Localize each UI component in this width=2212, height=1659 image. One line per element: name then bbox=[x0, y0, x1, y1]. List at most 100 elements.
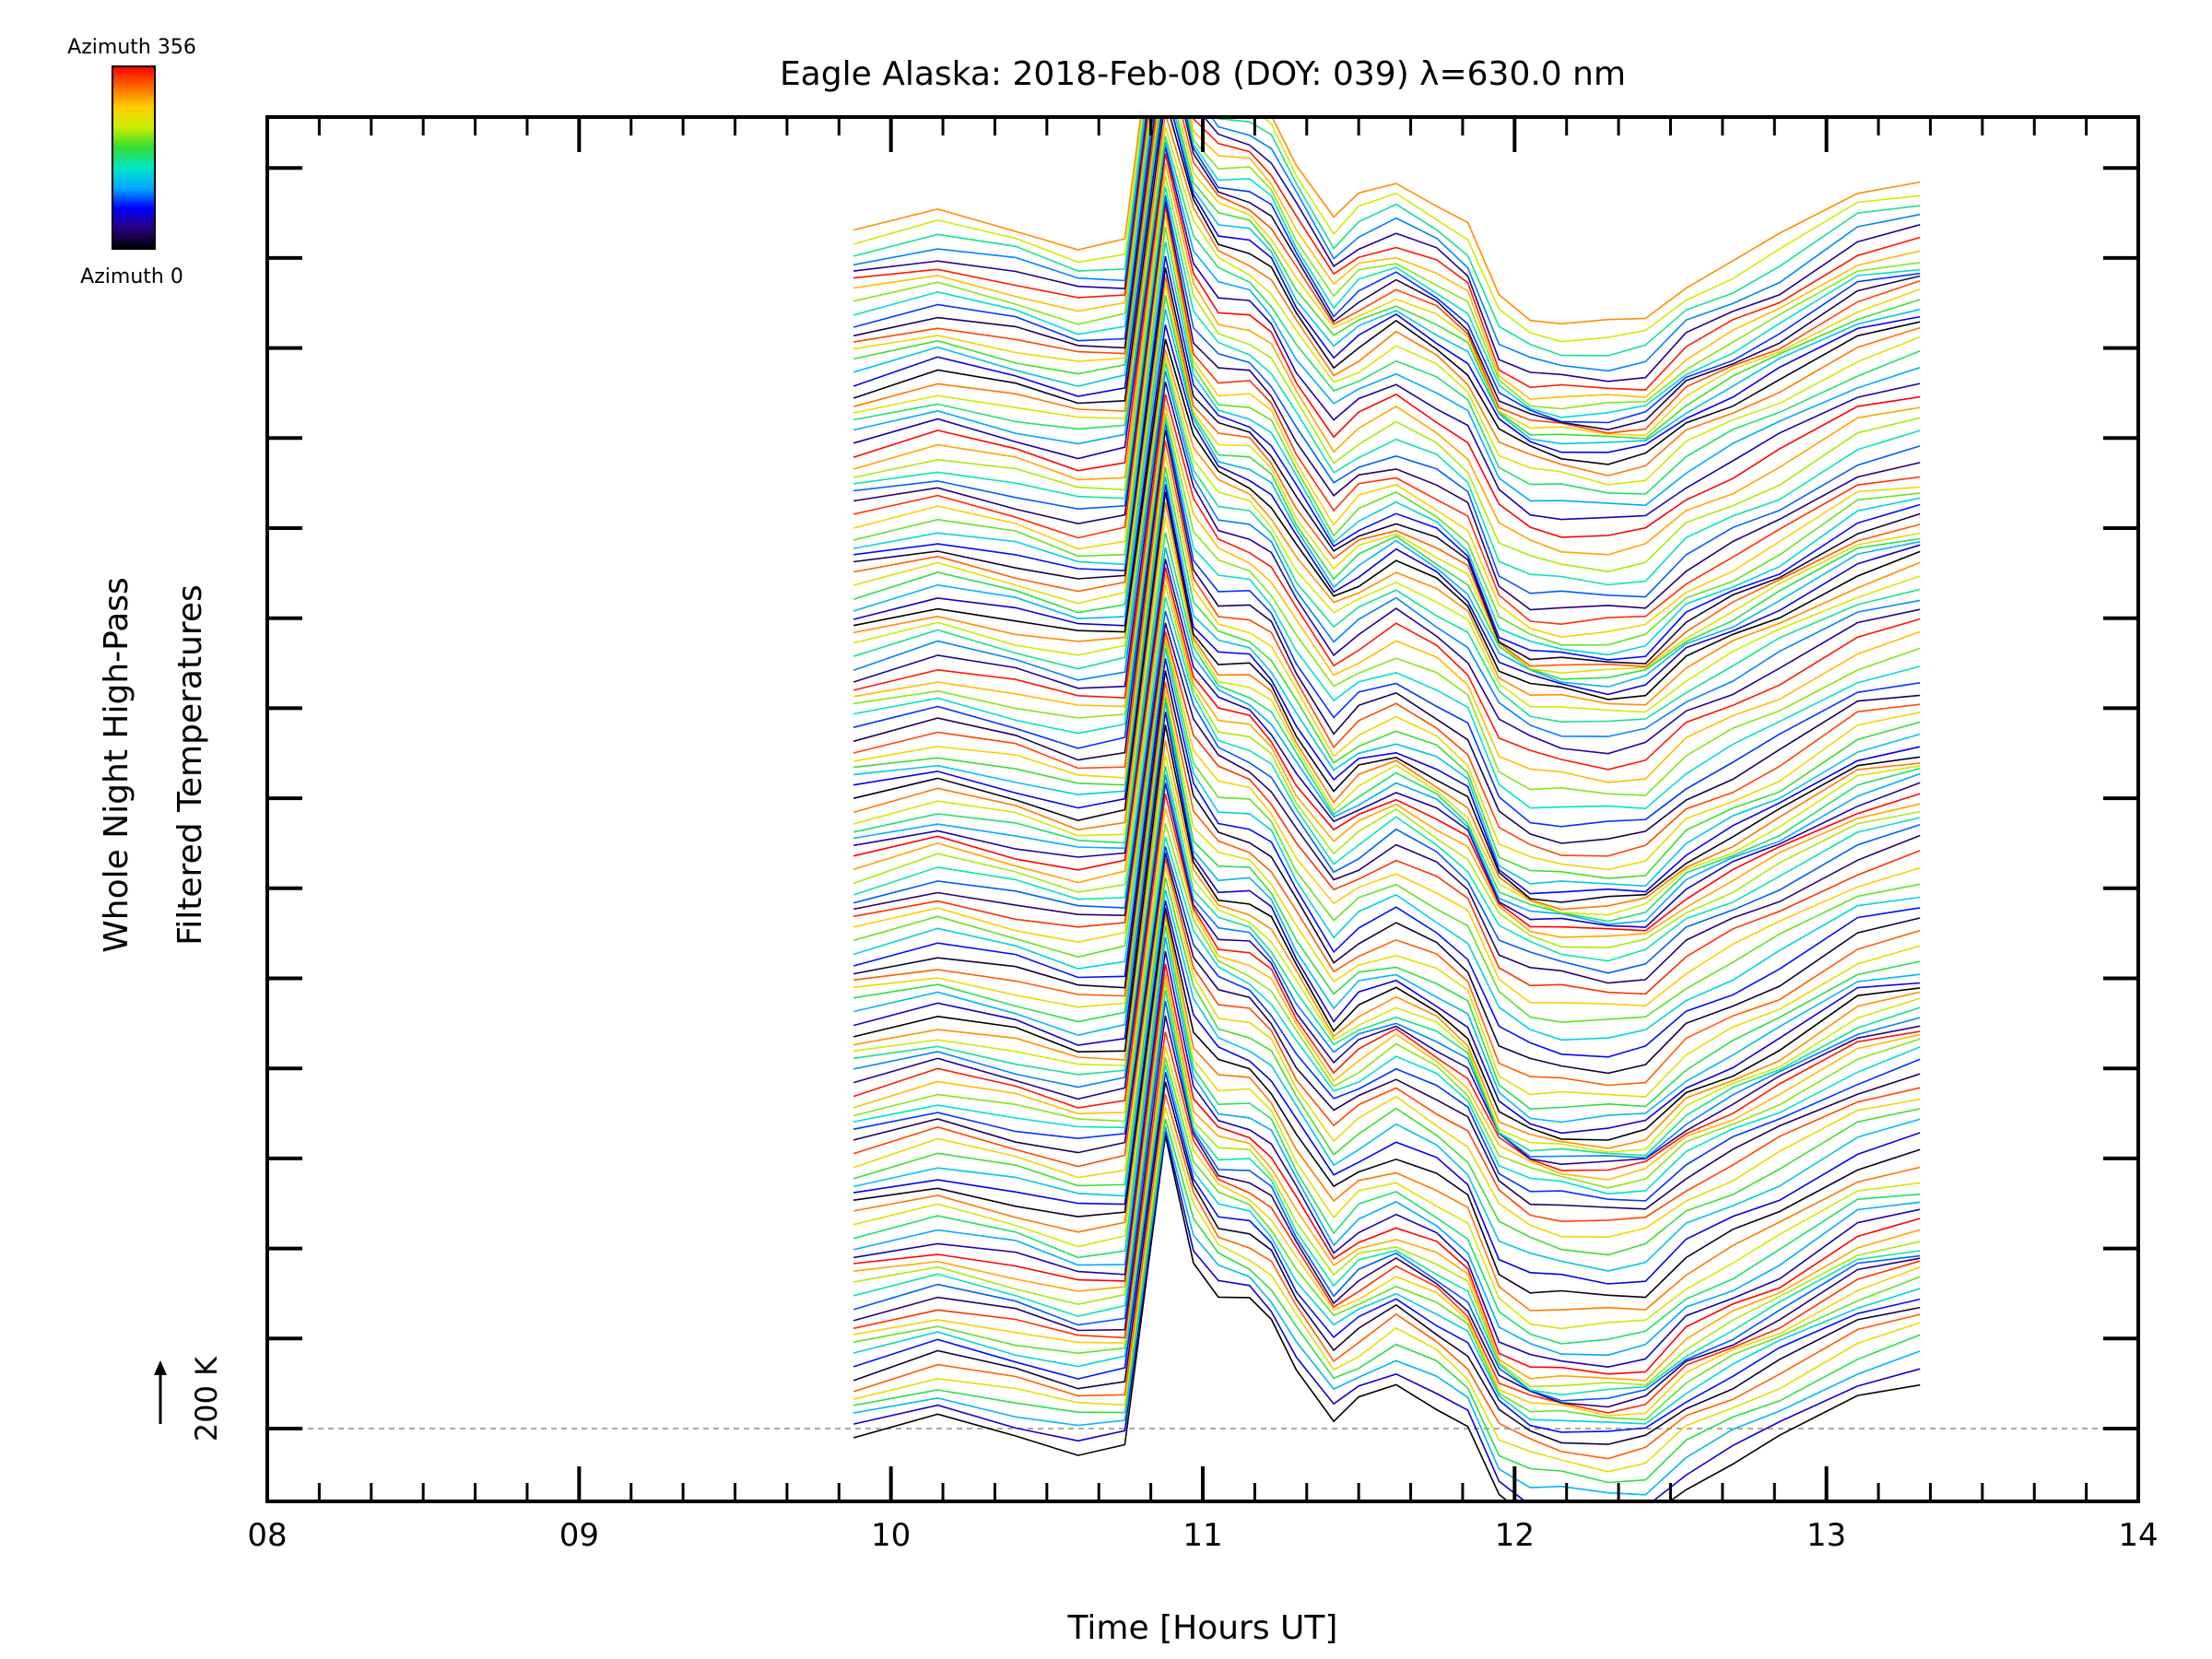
series-line bbox=[853, 371, 1921, 737]
series-line bbox=[853, 484, 1921, 895]
series-line bbox=[853, 117, 1921, 325]
series-line bbox=[853, 214, 1921, 639]
series-line bbox=[853, 982, 1921, 1388]
x-axis-label: Time [Hours UT] bbox=[1067, 1609, 1338, 1647]
series-line bbox=[853, 117, 1921, 445]
scale-bar-label: 200 K bbox=[189, 1356, 224, 1441]
series-line bbox=[853, 117, 1921, 424]
series-line bbox=[853, 846, 1921, 1202]
series-line bbox=[853, 696, 1921, 1111]
series-line bbox=[853, 241, 1921, 656]
series-line bbox=[853, 610, 1921, 974]
series-line bbox=[853, 989, 1921, 1396]
series-line bbox=[853, 117, 1921, 391]
chart-title: Eagle Alaska: 2018-Feb-08 (DOY: 039) λ=6… bbox=[780, 55, 1626, 93]
y-axis-label-line2: Filtered Temperatures bbox=[171, 584, 209, 946]
series-line bbox=[853, 276, 1921, 668]
series-line bbox=[853, 689, 1921, 1098]
series-line bbox=[853, 670, 1921, 1075]
series-line bbox=[853, 1000, 1921, 1402]
series-line bbox=[853, 126, 1921, 486]
series-line bbox=[853, 175, 1921, 573]
series-line bbox=[853, 950, 1921, 1369]
series-line bbox=[853, 309, 1921, 688]
series-line bbox=[853, 1125, 1921, 1496]
series-line bbox=[853, 146, 1921, 521]
series-line bbox=[853, 907, 1921, 1299]
series-line bbox=[853, 356, 1921, 713]
series-line bbox=[853, 141, 1921, 507]
series-line bbox=[853, 877, 1921, 1256]
series-line bbox=[853, 853, 1921, 1210]
scale-bar-arrow-head bbox=[154, 1360, 167, 1375]
series-line bbox=[853, 1045, 1921, 1417]
series-line bbox=[853, 267, 1921, 665]
series-line bbox=[853, 394, 1921, 771]
series-line bbox=[853, 117, 1921, 418]
series-line bbox=[853, 206, 1921, 626]
series-line bbox=[853, 338, 1921, 700]
series-line bbox=[853, 516, 1921, 916]
series-line bbox=[853, 381, 1921, 755]
x-tick-label: 12 bbox=[1495, 1517, 1535, 1554]
series-line bbox=[853, 1093, 1921, 1460]
series-line bbox=[853, 324, 1921, 696]
series-line bbox=[853, 636, 1921, 1007]
series-line bbox=[853, 117, 1921, 343]
series-line bbox=[853, 973, 1921, 1382]
series-line bbox=[853, 429, 1921, 844]
series-line bbox=[853, 117, 1921, 357]
series-line bbox=[853, 362, 1921, 724]
series-line bbox=[853, 117, 1921, 453]
series-line bbox=[853, 701, 1921, 1124]
series-line bbox=[853, 858, 1921, 1223]
series-line bbox=[853, 822, 1921, 1189]
series-line bbox=[853, 1065, 1921, 1425]
series-line bbox=[853, 194, 1921, 598]
series-line bbox=[853, 794, 1921, 1171]
series-line bbox=[853, 349, 1921, 706]
series-line bbox=[853, 418, 1921, 810]
series-line bbox=[853, 1118, 1921, 1484]
series-line bbox=[853, 630, 1921, 995]
series-line bbox=[853, 117, 1921, 431]
series-line bbox=[853, 754, 1921, 1153]
series-line bbox=[853, 889, 1921, 1272]
series-line bbox=[853, 295, 1921, 680]
series-line bbox=[853, 117, 1921, 477]
series-line bbox=[853, 724, 1921, 1141]
series-line bbox=[853, 1071, 1921, 1433]
series-line bbox=[853, 900, 1921, 1285]
x-tick-label: 08 bbox=[247, 1517, 287, 1554]
series-line bbox=[853, 422, 1921, 828]
series-line bbox=[853, 117, 1921, 400]
series-line bbox=[853, 596, 1921, 962]
series-line bbox=[853, 1015, 1921, 1408]
series-line bbox=[853, 405, 1921, 783]
series-line bbox=[853, 648, 1921, 1041]
y-axis-label-line1: Whole Night High-Pass bbox=[98, 577, 135, 953]
series-line bbox=[853, 532, 1921, 923]
series-line bbox=[853, 162, 1921, 556]
ticks-layer: 08 09 10 11 12 13 14 bbox=[247, 117, 2159, 1554]
series-line bbox=[853, 912, 1921, 1312]
series-line bbox=[853, 117, 1921, 382]
series-line bbox=[853, 1081, 1921, 1445]
series-line bbox=[853, 255, 1921, 661]
series-line bbox=[853, 153, 1921, 538]
series-line bbox=[853, 186, 1921, 586]
series-line bbox=[853, 574, 1921, 938]
series-line bbox=[853, 501, 1921, 911]
series-line bbox=[853, 226, 1921, 646]
series-line bbox=[853, 567, 1921, 932]
series-line bbox=[853, 774, 1921, 1159]
series-line bbox=[853, 284, 1921, 675]
series-line bbox=[853, 865, 1921, 1239]
x-tick-label: 13 bbox=[1806, 1517, 1846, 1554]
series-line bbox=[853, 135, 1921, 495]
series-layer bbox=[853, 117, 1921, 1501]
series-line bbox=[853, 547, 1921, 925]
series-line bbox=[853, 807, 1921, 1181]
series-line bbox=[853, 739, 1921, 1149]
